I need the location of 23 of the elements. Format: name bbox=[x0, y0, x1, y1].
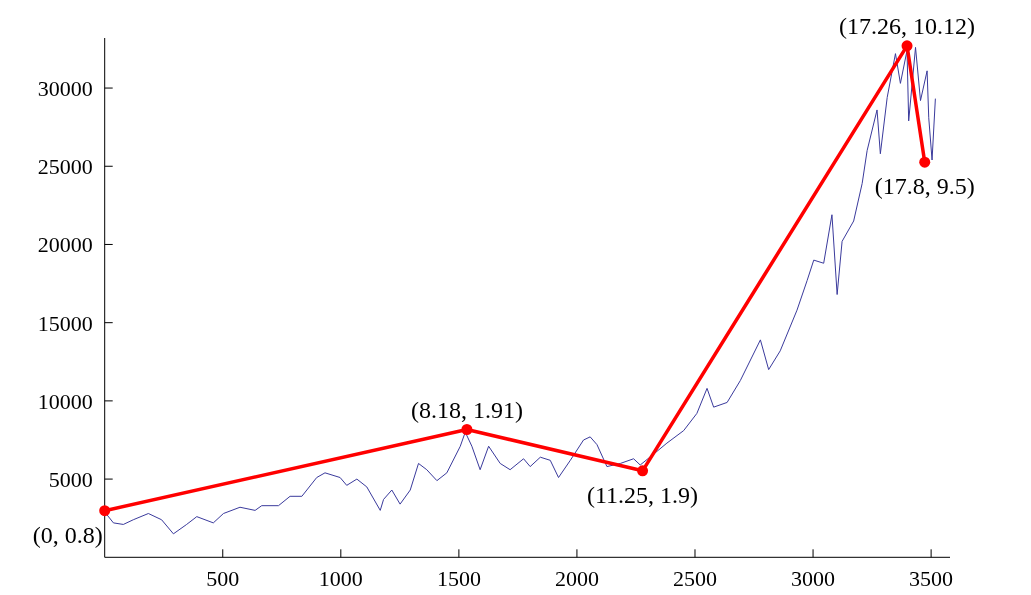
point bbox=[461, 424, 473, 436]
x-tick-label: 2500 bbox=[672, 566, 717, 592]
y-tick-label: 5000 bbox=[48, 467, 93, 493]
point bbox=[637, 465, 649, 477]
y-tick-label: 25000 bbox=[37, 154, 93, 180]
point bbox=[901, 40, 913, 52]
point bbox=[99, 505, 111, 517]
annotation: (0, 0.8) bbox=[32, 521, 103, 548]
point bbox=[919, 156, 931, 168]
annotation: (17.26, 10.12) bbox=[839, 12, 976, 39]
x-tick-label: 3500 bbox=[909, 566, 954, 592]
annotation: (8.18, 1.91) bbox=[410, 396, 523, 423]
annotation: (17.8, 9.5) bbox=[874, 173, 975, 200]
x-tick-label: 1500 bbox=[436, 566, 481, 592]
y-tick-label: 20000 bbox=[37, 232, 93, 258]
x-tick-label: 500 bbox=[206, 566, 240, 592]
x-tick-label: 3000 bbox=[791, 566, 836, 592]
annotation: (11.25, 1.9) bbox=[587, 481, 699, 508]
y-tick-label: 10000 bbox=[37, 388, 93, 414]
x-tick-label: 1000 bbox=[318, 566, 363, 592]
y-tick-label: 15000 bbox=[37, 310, 93, 336]
y-tick-label: 30000 bbox=[37, 76, 93, 102]
x-tick-label: 2000 bbox=[554, 566, 599, 592]
